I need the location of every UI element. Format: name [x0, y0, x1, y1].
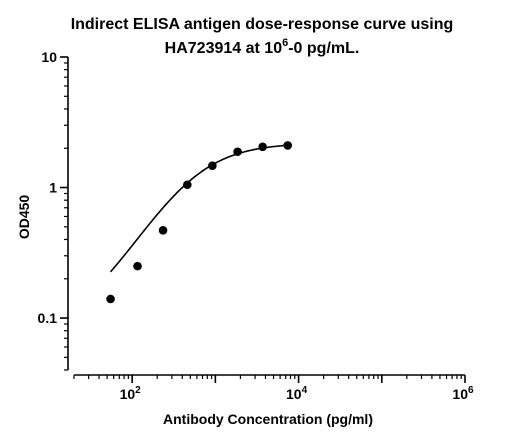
- data-point: [133, 261, 142, 271]
- x-tick-label: 106: [452, 385, 474, 402]
- chart-title-line-2: HA723914 at 106-0 pg/mL.: [165, 37, 360, 57]
- chart-title-line-1: Indirect ELISA antigen dose-response cur…: [71, 16, 454, 33]
- x-tick-label: 102: [120, 385, 142, 402]
- y-tick-label: 0.1: [38, 310, 58, 326]
- data-point: [283, 141, 292, 150]
- x-axis-ticks: 102 104 106: [73, 375, 474, 402]
- y-tick-label: 1: [49, 180, 57, 196]
- data-point: [106, 294, 115, 304]
- chart-title-line-2-prefix: HA723914 at 10: [165, 40, 283, 57]
- data-point: [233, 147, 242, 157]
- chart-axes: [67, 57, 465, 376]
- data-point: [258, 142, 267, 152]
- y-axis-label: OD450: [16, 195, 32, 240]
- x-tick-label: 104: [286, 385, 308, 402]
- y-tick-label: 10: [41, 49, 57, 65]
- chart-title-line-2-superscript: 6: [282, 37, 288, 49]
- chart-title-line-2-suffix: -0 pg/mL.: [288, 40, 359, 57]
- data-points: [106, 141, 292, 304]
- x-axis-label: Antibody Concentration (pg/ml): [163, 411, 373, 427]
- data-point: [208, 161, 217, 170]
- data-point: [183, 180, 192, 190]
- fit-curve: [109, 144, 288, 273]
- y-axis-ticks: 10 1 0.1: [38, 49, 68, 371]
- data-point: [158, 226, 168, 235]
